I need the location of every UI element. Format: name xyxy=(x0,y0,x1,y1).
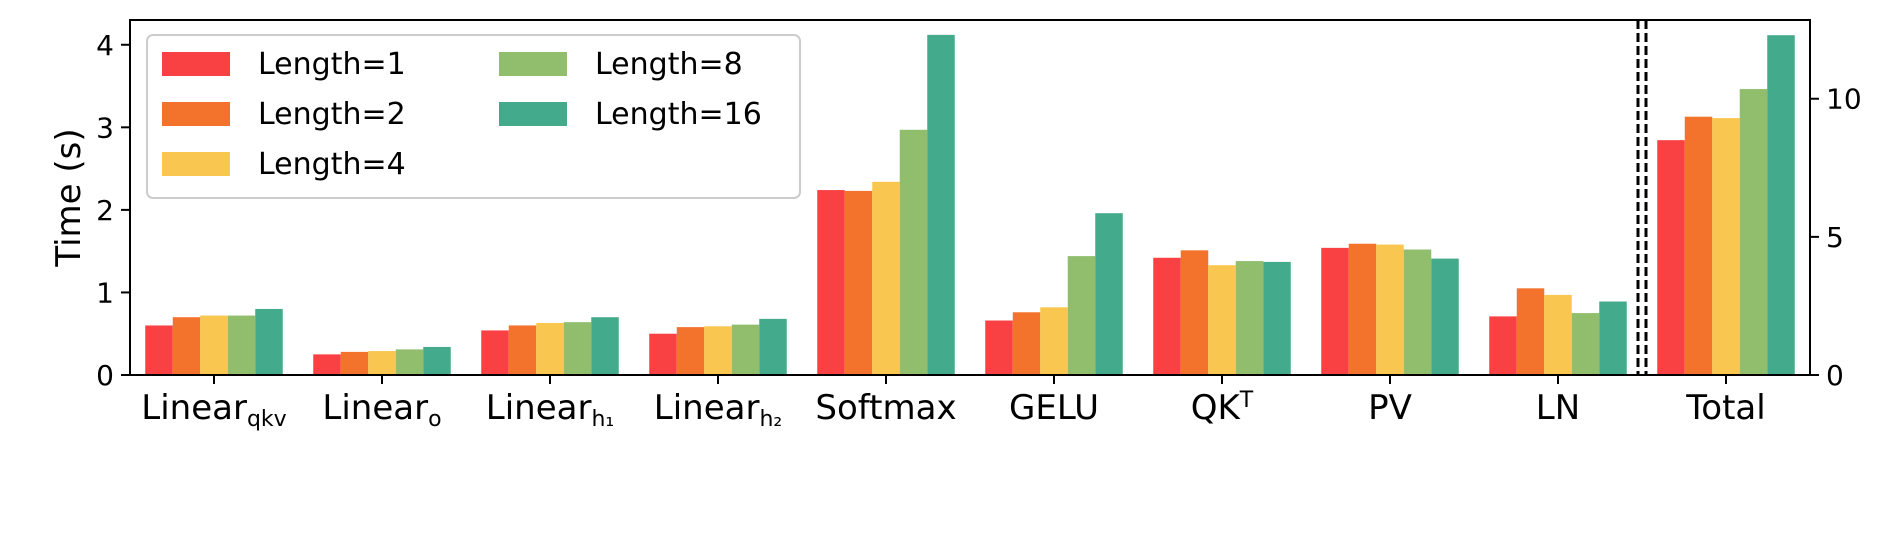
legend-swatch xyxy=(162,152,230,176)
bar-linear-0-s5 xyxy=(255,308,283,375)
y-tick-label: 3 xyxy=(96,111,114,144)
bar-qk-s3 xyxy=(1208,265,1236,375)
x-tick-label: Linearqkv xyxy=(141,388,286,432)
legend-label: Length=4 xyxy=(258,147,406,182)
bar-qk-s2 xyxy=(1180,250,1209,375)
bar-pv-s1 xyxy=(1321,247,1349,375)
bar-linear-0-s4 xyxy=(227,315,256,375)
y-tick-label: 2 xyxy=(96,194,114,227)
bar-softmax-s5 xyxy=(927,34,955,375)
bar-pv-s3 xyxy=(1376,244,1404,375)
x-tick-label: Total xyxy=(1685,388,1765,428)
bar-ln-s2 xyxy=(1516,288,1545,375)
y-axis-label: Time (s) xyxy=(49,128,89,267)
right-y-axis: 0 5 10 xyxy=(1810,83,1862,392)
plot-frame xyxy=(129,19,1811,376)
legend-swatch xyxy=(162,102,230,126)
bar-pv-s4 xyxy=(1403,249,1432,375)
x-tick-label: LN xyxy=(1536,388,1580,428)
bar-linear-3-s5 xyxy=(759,318,787,375)
y2-tick-label: 0 xyxy=(1826,359,1844,392)
bars-layer xyxy=(145,34,1795,376)
y-tick-label: 0 xyxy=(96,359,114,392)
x-tick-label: GELU xyxy=(1009,388,1099,428)
bar-total-s1 xyxy=(1657,140,1685,375)
bar-linear-1-s1 xyxy=(313,354,341,375)
bar-linear-3-s4 xyxy=(731,324,760,375)
bar-linear-0-s3 xyxy=(200,315,228,375)
y2-tick-label: 5 xyxy=(1826,221,1844,254)
legend-label: Length=16 xyxy=(595,97,762,132)
bar-linear-2-s4 xyxy=(563,322,592,375)
y-tick-label: 4 xyxy=(96,29,114,62)
left-y-axis: 0 1 2 3 4 xyxy=(96,29,130,392)
bar-linear-3-s1 xyxy=(649,333,677,375)
bar-linear-0-s1 xyxy=(145,325,173,375)
bar-total-s5 xyxy=(1767,35,1795,376)
bar-linear-2-s2 xyxy=(508,325,537,375)
bar-linear-2-s5 xyxy=(591,317,619,375)
bar-ln-s4 xyxy=(1571,313,1600,375)
x-tick-label: Linearh₂ xyxy=(654,388,782,432)
bar-linear-2-s3 xyxy=(536,322,564,375)
legend-label: Length=8 xyxy=(595,47,743,82)
x-tick-label: Linearo xyxy=(322,388,441,432)
bar-gelu-s1 xyxy=(985,320,1013,375)
y-tick-label: 1 xyxy=(96,276,114,309)
bar-linear-0-s2 xyxy=(172,317,201,375)
bar-total-s2 xyxy=(1684,116,1713,376)
bar-linear-1-s3 xyxy=(368,351,396,375)
bar-gelu-s4 xyxy=(1067,256,1096,375)
bar-pv-s5 xyxy=(1431,258,1459,375)
legend-label: Length=2 xyxy=(258,97,406,132)
x-tick-label: QKT xyxy=(1191,388,1254,428)
x-tick-label: PV xyxy=(1368,388,1412,428)
bar-qk-s5 xyxy=(1263,261,1291,375)
bar-total-s3 xyxy=(1712,118,1740,376)
bar-linear-1-s5 xyxy=(423,346,451,375)
bar-linear-3-s2 xyxy=(676,327,705,375)
bar-softmax-s2 xyxy=(844,190,873,375)
legend-label: Length=1 xyxy=(258,47,406,82)
bar-linear-1-s2 xyxy=(340,351,369,375)
bar-linear-2-s1 xyxy=(481,330,509,375)
bar-ln-s3 xyxy=(1544,294,1572,375)
bar-total-s4 xyxy=(1739,89,1768,375)
bar-linear-3-s3 xyxy=(704,326,732,375)
bar-softmax-s3 xyxy=(872,181,900,375)
legend: Length=1 Length=2 Length=4 Length=8 Length=1… xyxy=(146,34,801,199)
bar-gelu-s3 xyxy=(1040,307,1068,375)
x-tick-label: Linearh₁ xyxy=(486,388,614,432)
bar-ln-s5 xyxy=(1599,301,1627,375)
legend-box xyxy=(146,34,801,199)
y2-tick-label: 10 xyxy=(1826,83,1862,116)
bar-qk-s4 xyxy=(1235,261,1264,375)
bar-qk-s1 xyxy=(1153,257,1181,375)
bar-gelu-s2 xyxy=(1012,312,1041,375)
bar-softmax-s4 xyxy=(899,129,928,375)
bar-softmax-s1 xyxy=(817,190,845,375)
bar-ln-s1 xyxy=(1489,316,1517,375)
bar-gelu-s5 xyxy=(1095,213,1123,375)
bar-pv-s2 xyxy=(1348,243,1377,375)
legend-swatch xyxy=(499,102,567,126)
x-tick-label: Softmax xyxy=(815,388,956,428)
bar-linear-1-s4 xyxy=(395,349,424,375)
legend-swatch xyxy=(162,52,230,76)
legend-swatch xyxy=(499,52,567,76)
separator-layer xyxy=(1636,20,1648,375)
x-axis: Linearqkv Linearo Linearh₁ Linearh₂ Softmax G… xyxy=(141,375,1766,432)
